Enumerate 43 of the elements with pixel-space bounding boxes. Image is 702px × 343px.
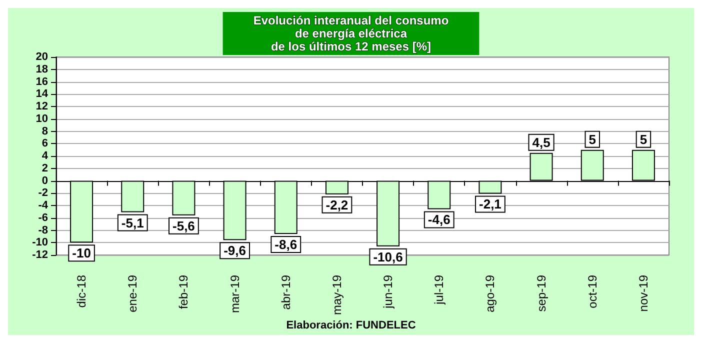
- y-tick-label: -4: [38, 200, 49, 212]
- data-label: -5,1: [121, 215, 144, 230]
- y-tick-label: 20: [36, 51, 48, 63]
- text: Elaboración: FUNDELEC: [286, 320, 416, 332]
- y-tick-label: 0: [42, 174, 48, 187]
- y-tick-label: -10: [32, 236, 48, 249]
- data-label: -4,6: [428, 212, 450, 228]
- data-label: -9,6: [224, 243, 246, 258]
- y-tick-label: -8: [38, 224, 48, 236]
- data-label: 4,5: [532, 134, 550, 150]
- y-tick-label: 16: [36, 76, 48, 88]
- x-tick-label: mar-19: [228, 274, 242, 314]
- y-tick-label: 12: [36, 100, 48, 112]
- x-tick-label: jul-19: [432, 274, 446, 306]
- y-tick-label: 14: [36, 88, 49, 100]
- x-tick-label: ene-19: [126, 274, 140, 312]
- data-label: -8,6: [274, 236, 298, 252]
- x-tick-label: sep-19: [534, 274, 548, 312]
- data-label: 5: [588, 132, 596, 147]
- y-tick-label: -12: [32, 249, 48, 261]
- data-label: -2,2: [326, 197, 348, 212]
- x-tick-label: nov-19: [636, 274, 650, 312]
- chart-title: Evolución interanual del consumo de energía eléctrica de los últimos 12 meses [%]: [253, 14, 449, 54]
- data-label: 5: [640, 132, 648, 147]
- data-label: -2,1: [479, 196, 502, 212]
- y-tick-label: 6: [42, 138, 48, 150]
- data-label: -10,6: [373, 249, 403, 264]
- x-tick-label: ago-19: [483, 274, 498, 312]
- x-tick-label: abr-19: [278, 274, 293, 310]
- x-tick-label: jun-19: [381, 274, 396, 310]
- x-tick-label: oct-19: [585, 274, 600, 308]
- data-label: -5,6: [172, 218, 195, 234]
- x-tick-label: dic-18: [74, 274, 89, 308]
- y-tick-label: 4: [42, 150, 49, 162]
- x-tick-label: feb-19: [176, 274, 191, 310]
- y-tick-label: -2: [38, 187, 48, 200]
- y-tick-label: 10: [36, 112, 48, 125]
- y-tick-label: 8: [42, 125, 48, 138]
- y-tick-label: 18: [36, 63, 48, 76]
- y-tick-label: -6: [38, 212, 48, 224]
- y-tick-label: 2: [42, 162, 48, 174]
- data-label: -10: [72, 246, 91, 261]
- x-tick-label: may-19: [330, 274, 344, 316]
